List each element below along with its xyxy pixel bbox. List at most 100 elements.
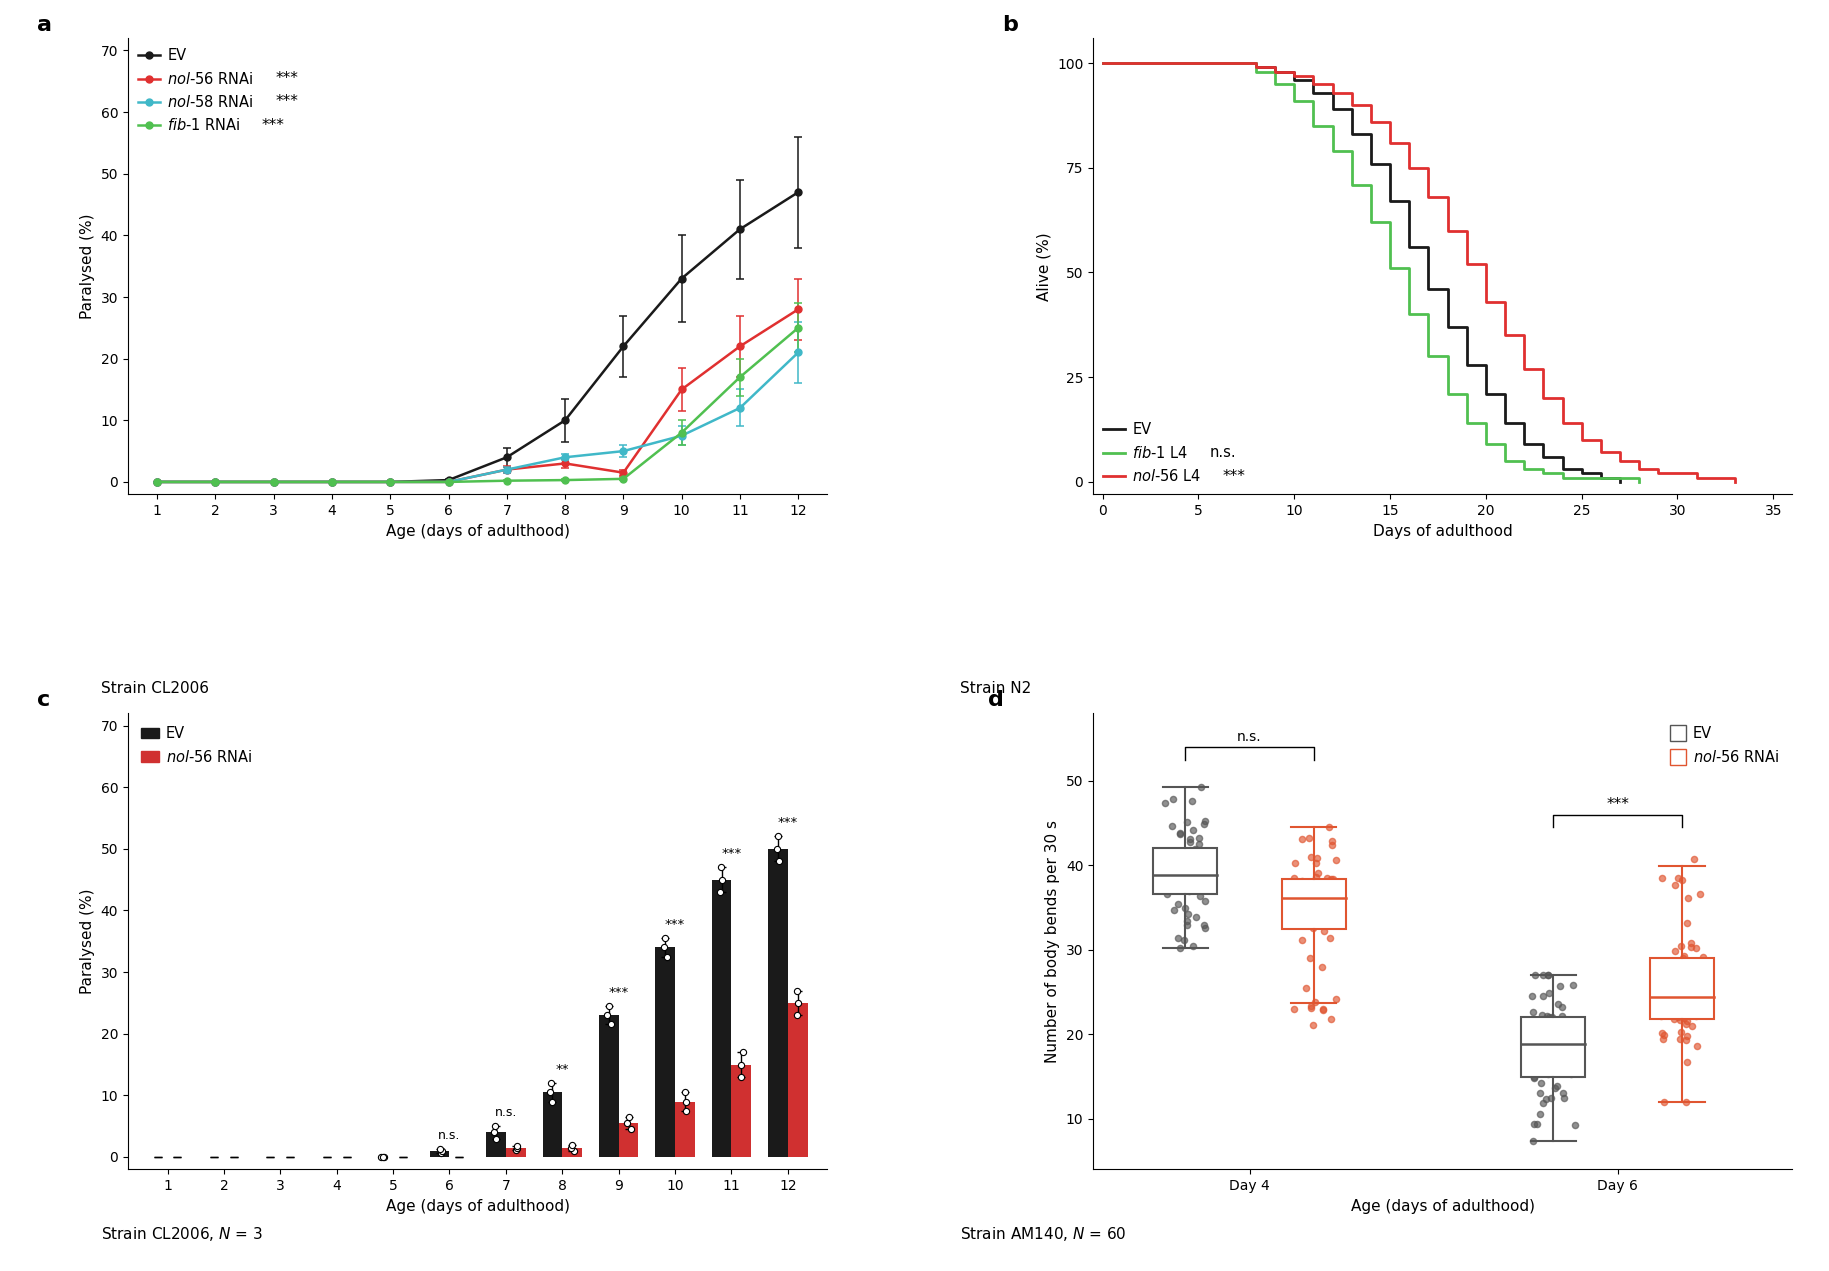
Bar	[598, 1016, 618, 1157]
Point	[1171, 897, 1200, 918]
Point	[1672, 1026, 1701, 1046]
Point	[1191, 811, 1220, 831]
Point	[1152, 883, 1182, 904]
Point	[1178, 791, 1207, 811]
Point	[1280, 999, 1310, 1019]
Point	[1535, 982, 1564, 1003]
Point	[706, 857, 735, 877]
Point	[1675, 933, 1705, 953]
Point	[1288, 872, 1317, 892]
Bar	[487, 1132, 507, 1157]
Text: Strain AM140, $\it{N}$ = 60: Strain AM140, $\it{N}$ = 60	[960, 1225, 1127, 1243]
Point	[594, 995, 624, 1016]
Point	[1536, 1088, 1566, 1108]
X-axis label: Age (days of adulthood): Age (days of adulthood)	[386, 524, 569, 539]
Text: a: a	[37, 15, 51, 36]
Text: n.s.: n.s.	[1236, 731, 1262, 745]
Point	[1172, 811, 1202, 831]
Point	[1556, 1064, 1586, 1084]
Point	[1681, 938, 1710, 958]
Text: n.s.: n.s.	[494, 1106, 518, 1118]
Point	[1525, 1083, 1555, 1103]
Point	[1163, 894, 1193, 914]
Point	[1310, 920, 1339, 941]
Point	[1171, 846, 1200, 867]
Point	[1540, 1033, 1569, 1054]
Text: ***: ***	[1606, 797, 1630, 812]
Point	[1288, 891, 1317, 911]
Point	[1520, 965, 1549, 985]
Point	[1688, 947, 1717, 967]
Point	[1535, 1042, 1564, 1063]
Point	[1661, 969, 1690, 989]
Point	[1549, 1008, 1578, 1028]
Text: ***: ***	[777, 816, 797, 829]
Point	[1172, 855, 1202, 876]
Point	[671, 1092, 701, 1112]
Y-axis label: Number of body bends per 30 s: Number of body bends per 30 s	[1044, 820, 1061, 1063]
Point	[1288, 930, 1317, 951]
Point	[1666, 1022, 1695, 1042]
Point	[1313, 868, 1342, 888]
Bar	[430, 1150, 450, 1157]
Point	[1167, 864, 1196, 885]
Text: ***: ***	[274, 71, 298, 86]
Point	[1663, 1007, 1692, 1027]
Point	[1160, 900, 1189, 920]
Bar	[507, 1148, 525, 1157]
Point	[1516, 986, 1546, 1007]
Point	[501, 1138, 530, 1158]
Point	[1650, 1026, 1679, 1046]
Point	[1319, 835, 1348, 855]
Point	[1293, 881, 1322, 901]
X-axis label: Age (days of adulthood): Age (days of adulthood)	[386, 1199, 569, 1214]
Point	[1163, 874, 1193, 895]
Point	[1308, 894, 1337, 914]
Point	[1518, 1002, 1547, 1022]
Point	[593, 1005, 622, 1026]
Bar	[1522, 1017, 1586, 1078]
Point	[1551, 1047, 1580, 1068]
Point	[1174, 904, 1203, 924]
Point	[1183, 868, 1213, 888]
Point	[1160, 867, 1189, 887]
Bar	[711, 880, 732, 1157]
Legend: EV, $\it{nol}$-$\it{56}$ RNAi: EV, $\it{nol}$-$\it{56}$ RNAi	[135, 721, 258, 770]
Point	[1542, 1049, 1571, 1069]
Point	[1522, 1043, 1551, 1064]
Point	[1182, 839, 1211, 859]
Point	[1150, 793, 1180, 813]
Point	[1549, 1013, 1578, 1033]
Point	[1538, 1007, 1567, 1027]
Point	[1150, 874, 1180, 895]
Point	[1531, 1089, 1560, 1110]
Point	[1558, 975, 1588, 995]
Point	[1308, 907, 1337, 928]
Point	[1158, 866, 1187, 886]
Point	[1310, 897, 1339, 918]
Point	[1549, 1088, 1578, 1108]
Point	[1163, 874, 1193, 895]
Point	[1308, 957, 1337, 977]
Point	[1683, 1036, 1712, 1056]
Point	[558, 1135, 587, 1155]
Point	[1295, 883, 1324, 904]
Point	[1527, 1004, 1556, 1024]
Point	[1533, 965, 1562, 985]
Point	[1302, 886, 1332, 906]
Point	[1533, 1064, 1562, 1084]
Point	[1180, 841, 1209, 862]
Point	[1321, 888, 1350, 909]
Point	[1165, 824, 1194, 844]
Point	[426, 1143, 455, 1163]
Point	[1533, 965, 1562, 985]
Point	[1284, 897, 1313, 918]
Point	[1284, 887, 1313, 907]
Point	[765, 852, 794, 872]
Bar	[618, 1124, 638, 1157]
Bar	[543, 1092, 562, 1157]
Y-axis label: Paralysed (%): Paralysed (%)	[80, 888, 95, 994]
Point	[728, 1042, 757, 1063]
Point	[1321, 904, 1350, 924]
Point	[596, 1014, 626, 1035]
